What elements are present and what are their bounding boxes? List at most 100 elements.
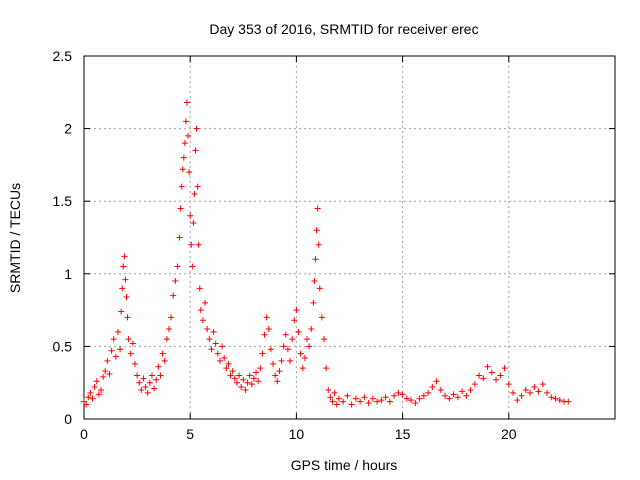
data-point <box>212 340 219 347</box>
data-point <box>548 394 555 401</box>
data-point <box>291 317 298 324</box>
data-point <box>240 376 247 383</box>
data-point <box>505 381 512 388</box>
data-point <box>531 384 538 391</box>
data-point <box>210 328 217 335</box>
data-point <box>194 183 201 190</box>
data-point <box>153 376 160 383</box>
data-point <box>227 372 234 379</box>
data-point <box>306 343 313 350</box>
data-point <box>125 336 132 343</box>
data-point <box>195 241 202 248</box>
y-tick-label: 2 <box>64 121 72 137</box>
data-point <box>365 400 372 407</box>
data-point <box>118 308 125 315</box>
grid <box>84 56 615 419</box>
data-point <box>112 353 119 360</box>
data-point <box>408 397 415 404</box>
data-point <box>539 381 546 388</box>
data-point <box>282 331 289 338</box>
data-point <box>463 392 470 399</box>
data-point <box>280 343 287 350</box>
data-point <box>242 386 249 393</box>
data-point <box>352 395 359 402</box>
data-point <box>514 397 521 404</box>
data-point <box>321 336 328 343</box>
data-point <box>204 325 211 332</box>
data-point <box>333 401 340 408</box>
data-point <box>476 372 483 379</box>
data-point <box>178 183 185 190</box>
data-point <box>83 401 90 408</box>
data-point <box>121 253 128 260</box>
data-point <box>467 386 474 393</box>
data-point <box>151 385 158 392</box>
data-point <box>155 363 162 370</box>
data-point <box>323 365 330 372</box>
data-point <box>344 392 351 399</box>
data-point <box>236 372 243 379</box>
data-point <box>188 241 195 248</box>
y-tick-label: 1 <box>64 266 72 282</box>
data-point <box>180 154 187 161</box>
data-point <box>114 328 121 335</box>
data-point <box>134 372 141 379</box>
data-point <box>501 365 508 372</box>
data-point <box>189 263 196 270</box>
data-point <box>253 369 260 376</box>
data-point <box>313 227 320 234</box>
data-point <box>327 394 334 401</box>
data-point <box>177 205 184 212</box>
data-point <box>263 314 270 321</box>
data-point <box>425 389 432 396</box>
chart-title: Day 353 of 2016, SRMTID for receiver ere… <box>209 21 478 37</box>
data-point <box>246 372 253 379</box>
data-point <box>244 379 251 386</box>
data-point <box>120 263 127 270</box>
data-point <box>170 292 177 299</box>
data-point <box>159 350 166 357</box>
data-point <box>91 384 98 391</box>
data-point <box>391 392 398 399</box>
data-point <box>123 294 130 301</box>
data-point <box>193 125 200 132</box>
data-point <box>382 394 389 401</box>
data-point <box>484 363 491 370</box>
data-point <box>110 336 117 343</box>
data-point <box>442 392 449 399</box>
data-point <box>295 328 302 335</box>
data-point <box>106 370 113 377</box>
data-point <box>369 395 376 402</box>
data-point <box>131 360 138 367</box>
data-point <box>544 389 551 396</box>
y-tick-label: 0 <box>64 411 72 427</box>
data-point <box>289 336 296 343</box>
data-point <box>556 397 563 404</box>
data-point <box>416 395 423 402</box>
data-point <box>331 389 338 396</box>
data-point <box>102 368 109 375</box>
data-point <box>297 350 304 357</box>
data-point <box>238 384 245 391</box>
data-point <box>433 378 440 385</box>
data-point <box>497 372 504 379</box>
x-tick-label: 5 <box>186 426 194 442</box>
data-point <box>535 388 542 395</box>
data-point <box>144 389 151 396</box>
data-point <box>129 340 136 347</box>
data-point <box>186 169 193 176</box>
data-point <box>272 372 279 379</box>
data-point <box>308 325 315 332</box>
data-point <box>399 391 406 398</box>
data-point <box>274 378 281 385</box>
data-point <box>276 368 283 375</box>
data-point <box>522 386 529 393</box>
data-point <box>420 392 427 399</box>
data-point <box>185 132 192 139</box>
data-point <box>190 219 197 226</box>
data-point <box>518 392 525 399</box>
data-series <box>81 99 572 408</box>
y-tick-label: 2.5 <box>53 48 73 64</box>
data-point <box>161 357 168 364</box>
data-point <box>304 336 311 343</box>
